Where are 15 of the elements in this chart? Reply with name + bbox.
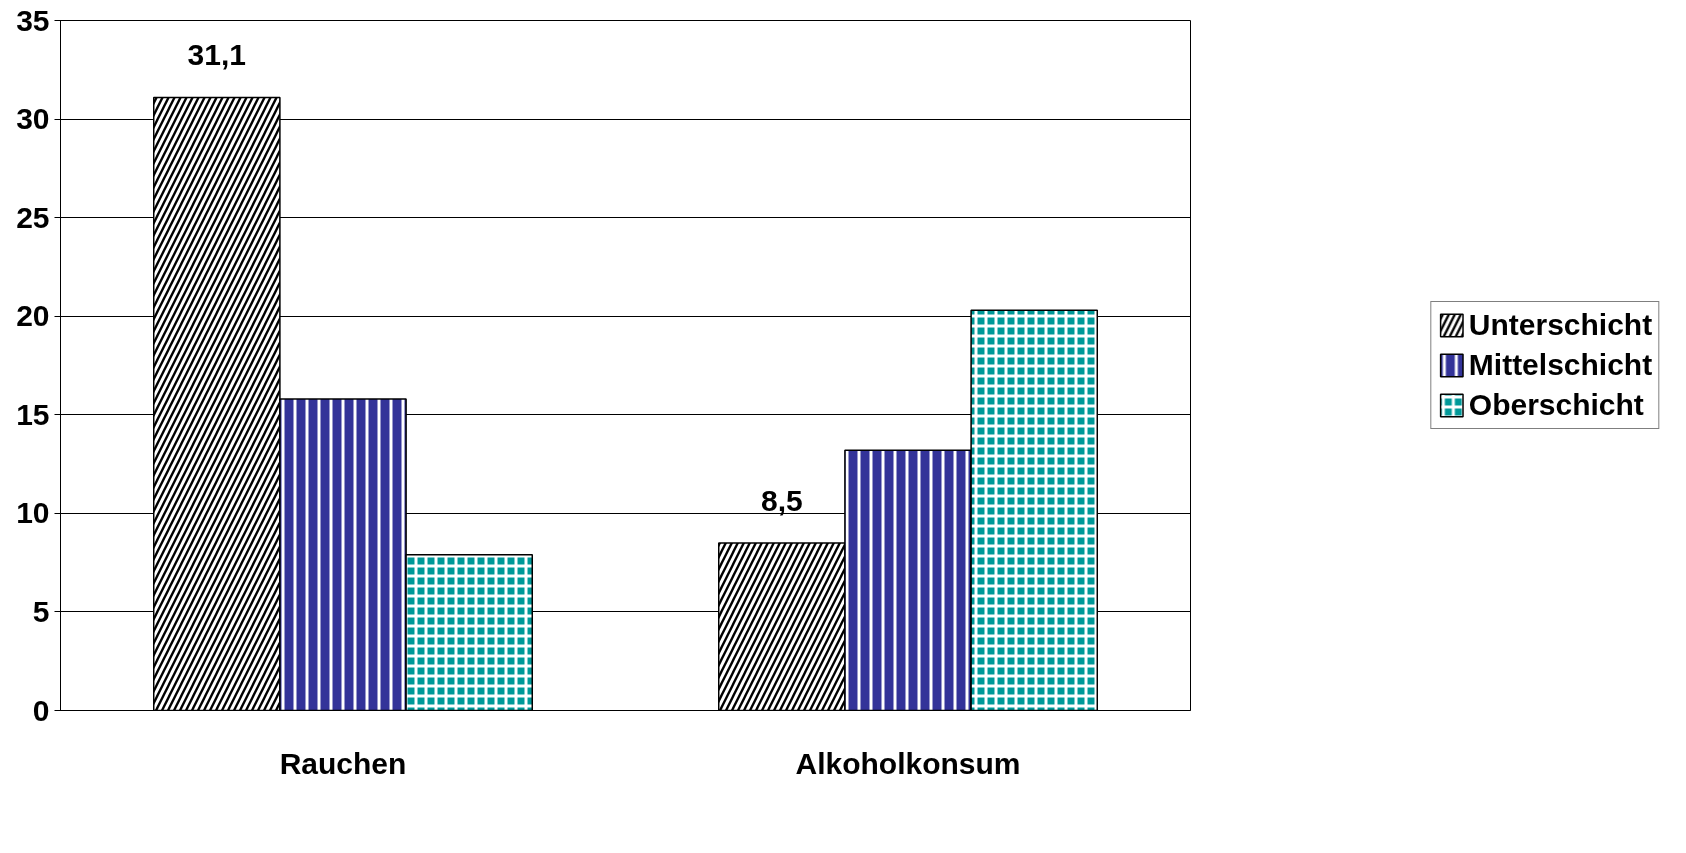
x-tick-label: Alkoholkonsum	[795, 746, 1021, 780]
legend-label: Oberschicht	[1468, 388, 1644, 422]
y-tick-label: 35	[16, 3, 50, 37]
y-tick-label: 15	[16, 397, 50, 431]
y-tick-label: 20	[16, 299, 50, 333]
y-tick-label: 5	[32, 594, 50, 628]
legend-label: Mittelschicht	[1468, 348, 1653, 382]
legend-label: Unterschicht	[1468, 308, 1653, 342]
data-label: 31,1	[187, 38, 247, 72]
y-tick-label: 25	[16, 200, 50, 234]
x-tick-label: Rauchen	[279, 746, 407, 780]
y-tick-label: 0	[32, 693, 50, 727]
data-label: 8,5	[760, 483, 803, 517]
y-tick-label: 30	[16, 102, 50, 136]
y-tick-label: 10	[16, 496, 50, 530]
